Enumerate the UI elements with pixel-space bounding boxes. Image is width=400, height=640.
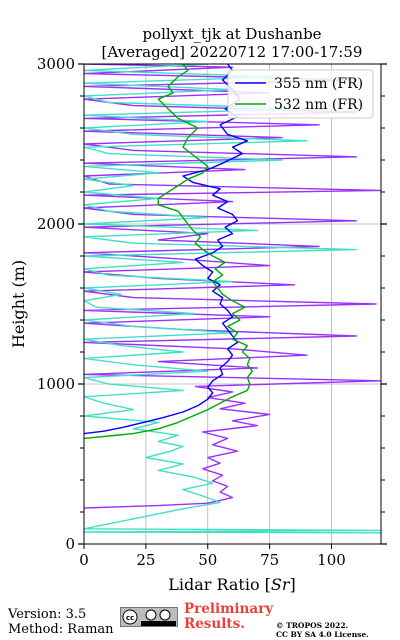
legend-box (227, 69, 374, 119)
cc-license-badge: cc (120, 607, 178, 627)
x-axis-label: Lidar Ratio [Sr] (168, 575, 296, 594)
preliminary-line1: Preliminary (184, 601, 274, 617)
cc-by-sa-icon: cc (122, 609, 176, 626)
tropos-line1: © TROPOS 2022. (276, 621, 349, 630)
preliminary-line2: Results. (184, 616, 245, 632)
x-tick-label: 0 (79, 551, 89, 569)
y-tick-label: 1000 (37, 375, 75, 393)
chart-title-line1: pollyxt_tjk at Dushanbe (142, 25, 321, 43)
y-tick-label: 3000 (37, 55, 75, 73)
x-tick-label: 25 (136, 551, 155, 569)
version-text: Version: 3.5 (8, 607, 87, 622)
svg-text:cc: cc (126, 614, 134, 622)
legend-label-355: 355 nm (FR) (274, 76, 363, 92)
plot-frame (83, 63, 382, 545)
tropos-line2: CC BY SA 4.0 License. (276, 630, 369, 639)
x-tick-label: 100 (317, 551, 346, 569)
y-tick-label: 0 (65, 535, 75, 553)
series-line-1 (84, 64, 253, 440)
x-tick-label: 50 (198, 551, 217, 569)
preliminary-results-text: Preliminary Results. (184, 602, 273, 632)
x-tick-label: 75 (260, 551, 279, 569)
lidar-ratio-chart: pollyxt_tjk at Dushanbe [Averaged] 20220… (9, 25, 387, 594)
y-axis-label: Height (m) (9, 260, 28, 348)
tropos-license-text: © TROPOS 2022. CC BY SA 4.0 License. (276, 621, 369, 639)
method-text: Method: Raman (8, 622, 114, 637)
series-line-3 (84, 64, 381, 534)
chart-title-line2: [Averaged] 20220712 17:00-17:59 (102, 43, 363, 61)
legend: 355 nm (FR) 532 nm (FR) (227, 69, 374, 119)
legend-label-532: 532 nm (FR) (274, 97, 363, 113)
series-line-0 (84, 64, 249, 435)
series-lines (84, 64, 381, 534)
y-tick-label: 2000 (37, 215, 75, 233)
